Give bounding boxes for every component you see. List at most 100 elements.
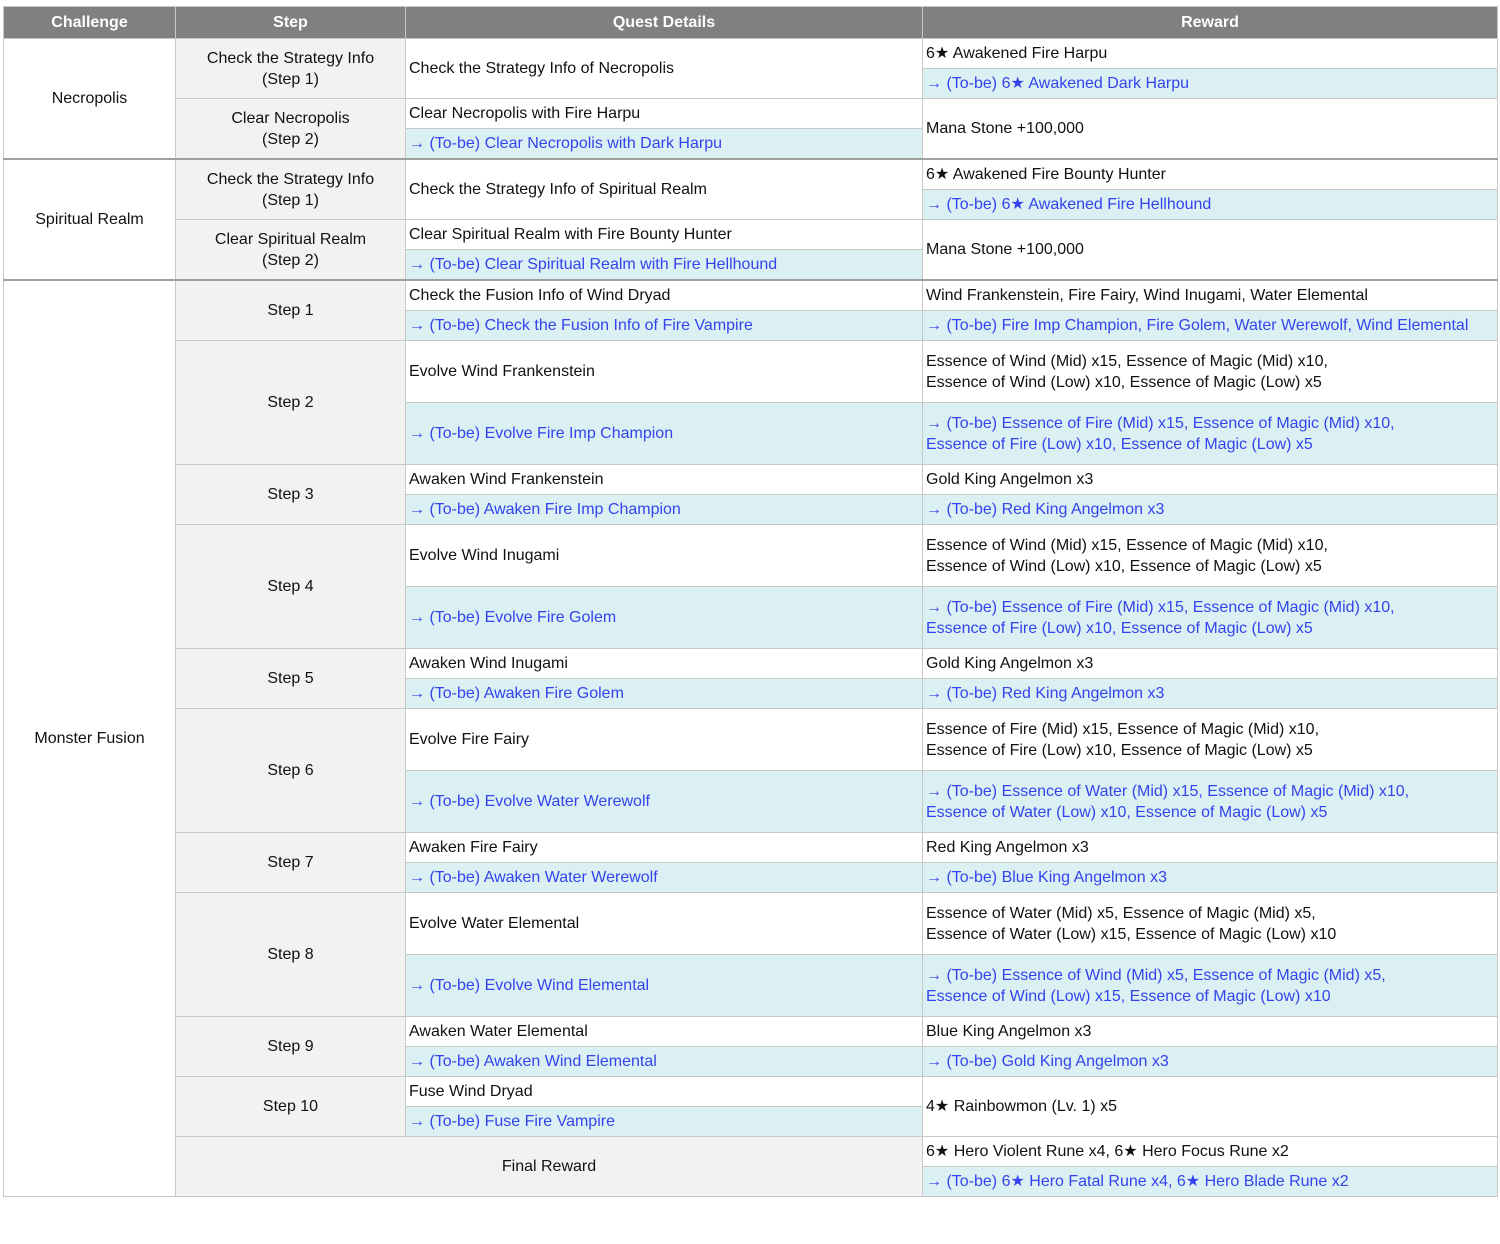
- quest-cell: Check the Strategy Info of Spiritual Rea…: [405, 158, 923, 220]
- quest-cell: Fuse Wind Dryad: [405, 1076, 923, 1107]
- table-row-tobe: → (To-be) Evolve Fire Golem → (To-be) Ess…: [4, 586, 1498, 649]
- final-reward-label: Final Reward: [175, 1136, 923, 1197]
- table-row: Step 6 Evolve Fire Fairy Essence of Fire (…: [4, 708, 1498, 833]
- table-row: Monster Fusion Step 1 Check the Fusion Inf…: [3, 279, 1498, 1197]
- quest-tobe-cell: → (To-be) Check the Fusion Info of Fire …: [405, 310, 923, 341]
- reward-tobe-cell: → (To-be) 6★ Awakened Dark Harpu: [922, 68, 1498, 99]
- quest-tobe-cell: → (To-be) Fuse Fire Vampire: [405, 1106, 923, 1137]
- quest-tobe-cell: → (To-be) Evolve Fire Golem: [405, 586, 923, 649]
- quest-tobe-cell: → (To-be) Awaken Fire Imp Champion: [405, 494, 923, 525]
- step-cell: Step 1: [175, 279, 406, 341]
- quest-cell: Clear Spiritual Realm with Fire Bounty H…: [405, 219, 923, 250]
- quest-tobe-cell: → (To-be) Clear Necropolis with Dark Har…: [405, 128, 923, 160]
- quest-tobe-cell: → (To-be) Clear Spiritual Realm with Fir…: [405, 249, 923, 281]
- reward-cell: Blue King Angelmon x3: [922, 1016, 1498, 1047]
- header-row: Challenge Step Quest Details Reward: [3, 6, 1498, 39]
- header-challenge: Challenge: [3, 6, 176, 39]
- table-row: Step 8 Evolve Water Elemental Essence of W…: [4, 892, 1498, 1017]
- final-reward-tobe-cell: → (To-be) 6★ Hero Fatal Rune x4, 6★ Hero…: [922, 1166, 1498, 1197]
- reward-cell: 6★ Awakened Fire Bounty Hunter: [922, 158, 1498, 190]
- challenge-cell: Necropolis: [3, 38, 176, 160]
- table-row-tobe: → (To-be) 6★ Awakened Dark Harpu: [4, 68, 1498, 99]
- reward-cell: Mana Stone +100,000: [922, 219, 1498, 281]
- step-cell: Step 5: [175, 648, 406, 709]
- reward-cell: 6★ Awakened Fire Harpu: [922, 38, 1498, 69]
- reward-cell: Essence of Wind (Mid) x15, Essence of Ma…: [922, 340, 1498, 403]
- reward-cell: Essence of Wind (Mid) x15, Essence of Ma…: [922, 524, 1498, 587]
- reward-tobe-cell: → (To-be) Essence of Wind (Mid) x5, Esse…: [922, 954, 1498, 1017]
- reward-cell: Red King Angelmon x3: [922, 832, 1498, 863]
- table-row-tobe: → (To-be) 6★ Awakened Fire Hellhound: [4, 189, 1498, 220]
- final-reward-cell: 6★ Hero Violent Rune x4, 6★ Hero Focus R…: [922, 1136, 1498, 1167]
- quest-cell: Awaken Fire Fairy: [405, 832, 923, 863]
- reward-tobe-cell: → (To-be) 6★ Awakened Fire Hellhound: [922, 189, 1498, 220]
- reward-tobe-cell: → (To-be) Blue King Angelmon x3: [922, 862, 1498, 893]
- quest-tobe-cell: → (To-be) Awaken Wind Elemental: [405, 1046, 923, 1077]
- table-row: Step 10 Fuse Wind Dryad 4★ Rainbowmon (Lv.…: [4, 1076, 1498, 1137]
- reward-tobe-cell: → (To-be) Gold King Angelmon x3: [922, 1046, 1498, 1077]
- final-reward-tobe-row: → (To-be) 6★ Hero Fatal Rune x4, 6★ Hero…: [4, 1166, 1498, 1197]
- quest-tobe-cell: → (To-be) Evolve Fire Imp Champion: [405, 402, 923, 465]
- table-row: Clear Necropolis (Step 2) Clear Necropoli…: [4, 98, 1498, 160]
- quest-cell: Clear Necropolis with Fire Harpu: [405, 98, 923, 129]
- quest-cell: Evolve Fire Fairy: [405, 708, 923, 771]
- step-cell: Step 4: [175, 524, 406, 649]
- step-cell: Step 2: [175, 340, 406, 465]
- challenge-cell: Monster Fusion: [3, 279, 176, 1197]
- reward-tobe-cell: → (To-be) Red King Angelmon x3: [922, 494, 1498, 525]
- quest-cell: Check the Strategy Info of Necropolis: [405, 38, 923, 99]
- reward-cell: Gold King Angelmon x3: [922, 648, 1498, 679]
- quest-tobe-cell: → (To-be) Awaken Water Werewolf: [405, 862, 923, 893]
- reward-cell: Mana Stone +100,000: [922, 98, 1498, 160]
- table-row: Necropolis Check the Strategy Info (Step …: [3, 38, 1498, 160]
- reward-tobe-cell: → (To-be) Red King Angelmon x3: [922, 678, 1498, 709]
- table-row-tobe: → (To-be) Evolve Wind Elemental → (To-be)…: [4, 954, 1498, 1017]
- reward-tobe-cell: → (To-be) Fire Imp Champion, Fire Golem,…: [922, 310, 1498, 341]
- step-cell: Step 10: [175, 1076, 406, 1137]
- table-row-tobe: → (To-be) Check the Fusion Info of Fire …: [4, 310, 1498, 341]
- quest-cell: Evolve Water Elemental: [405, 892, 923, 955]
- step-cell: Check the Strategy Info (Step 1): [175, 158, 406, 220]
- reward-tobe-cell: → (To-be) Essence of Fire (Mid) x15, Ess…: [922, 586, 1498, 649]
- quest-cell: Awaken Wind Inugami: [405, 648, 923, 679]
- step-cell: Clear Necropolis (Step 2): [175, 98, 406, 160]
- table-row-tobe: → (To-be) Awaken Fire Golem → (To-be) Red…: [4, 678, 1498, 709]
- quest-cell: Awaken Wind Frankenstein: [405, 464, 923, 495]
- table-row: Spiritual Realm Check the Strategy Info (…: [3, 158, 1498, 281]
- step-cell: Step 6: [175, 708, 406, 833]
- final-reward-row: Final Reward 6★ Hero Violent Rune x4, 6★ …: [4, 1136, 1498, 1197]
- step-cell: Step 8: [175, 892, 406, 1017]
- reward-tobe-cell: → (To-be) Essence of Water (Mid) x15, Es…: [922, 770, 1498, 833]
- table-row: Step 2 Evolve Wind Frankenstein Essence of…: [4, 340, 1498, 465]
- step-cell: Check the Strategy Info (Step 1): [175, 38, 406, 99]
- table-row: Step 3 Awaken Wind Frankenstein Gold King …: [4, 464, 1498, 525]
- table-row: Step 7 Awaken Fire Fairy Red King Angelmon…: [4, 832, 1498, 893]
- step-cell: Clear Spiritual Realm (Step 2): [175, 219, 406, 281]
- quest-tobe-cell: → (To-be) Awaken Fire Golem: [405, 678, 923, 709]
- quest-tobe-cell: → (To-be) Evolve Wind Elemental: [405, 954, 923, 1017]
- reward-cell: Essence of Fire (Mid) x15, Essence of Ma…: [922, 708, 1498, 771]
- reward-tobe-cell: → (To-be) Essence of Fire (Mid) x15, Ess…: [922, 402, 1498, 465]
- table-row: Step 4 Evolve Wind Inugami Essence of Wind…: [4, 524, 1498, 649]
- table-row: Step 5 Awaken Wind Inugami Gold King Angel…: [4, 648, 1498, 709]
- table-row-tobe: → (To-be) Awaken Water Werewolf → (To-be)…: [4, 862, 1498, 893]
- quest-tobe-cell: → (To-be) Evolve Water Werewolf: [405, 770, 923, 833]
- reward-cell: Wind Frankenstein, Fire Fairy, Wind Inug…: [922, 279, 1498, 311]
- table-row: Step 9 Awaken Water Elemental Blue King An…: [4, 1016, 1498, 1077]
- step-cell: Step 9: [175, 1016, 406, 1077]
- quest-table: Challenge Step Quest Details Reward Necr…: [3, 6, 1498, 1197]
- reward-cell: 4★ Rainbowmon (Lv. 1) x5: [922, 1076, 1498, 1137]
- quest-cell: Check the Fusion Info of Wind Dryad: [405, 279, 923, 311]
- step-cell: Step 3: [175, 464, 406, 525]
- table-row-tobe: → (To-be) Clear Spiritual Realm with Fir…: [4, 249, 1498, 281]
- header-quest-details: Quest Details: [405, 6, 923, 39]
- table-row: Clear Spiritual Realm (Step 2) Clear Spir…: [4, 219, 1498, 281]
- reward-cell: Gold King Angelmon x3: [922, 464, 1498, 495]
- table-row-tobe: → (To-be) Clear Necropolis with Dark Har…: [4, 128, 1498, 160]
- quest-cell: Awaken Water Elemental: [405, 1016, 923, 1047]
- reward-cell: Essence of Water (Mid) x5, Essence of Ma…: [922, 892, 1498, 955]
- header-step: Step: [175, 6, 406, 39]
- quest-cell: Evolve Wind Frankenstein: [405, 340, 923, 403]
- step-cell: Step 7: [175, 832, 406, 893]
- challenge-cell: Spiritual Realm: [3, 158, 176, 281]
